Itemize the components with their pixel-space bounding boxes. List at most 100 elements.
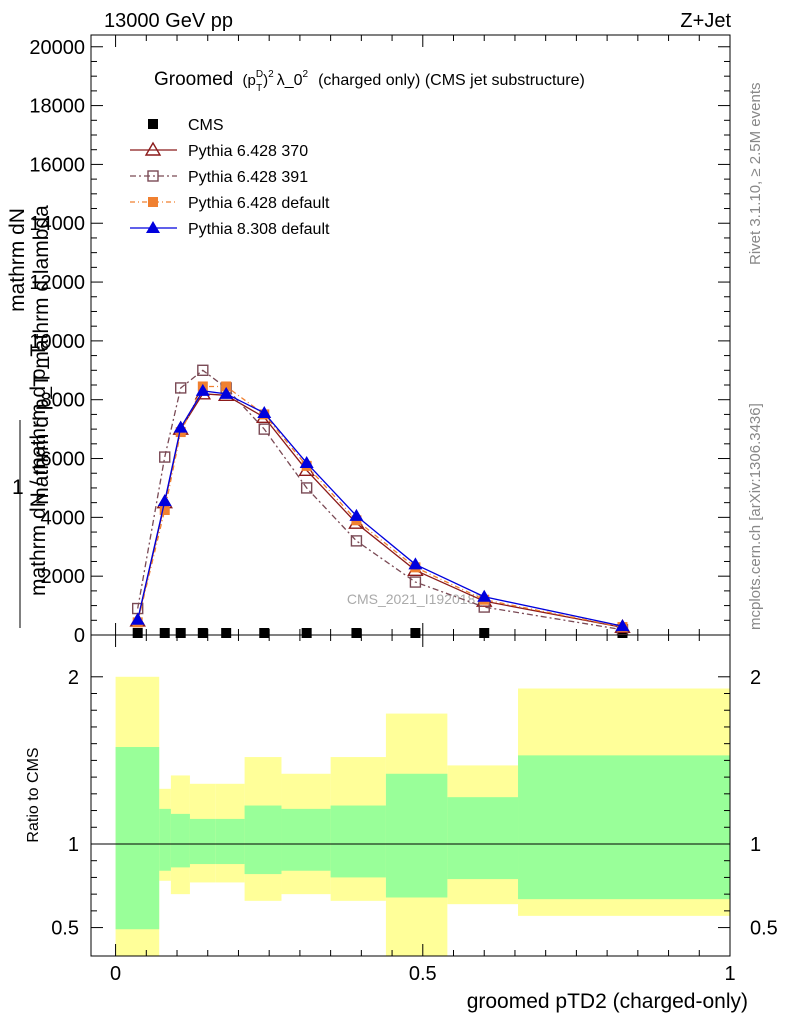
legend-label: Pythia 6.428 default [188,195,330,212]
ratio-ytick-label-right: 2 [750,667,761,689]
legend-item: Pythia 6.428 default [130,195,330,212]
series-point [408,557,423,570]
title-sup-d: D [256,69,263,80]
legend-item: Pythia 8.308 default [130,221,330,238]
ratio-ytick-label: 1 [68,834,79,856]
ratio-band-inner [170,813,190,868]
series-point [615,619,630,632]
legend-marker [144,141,162,156]
ratio-band-inner [244,805,282,875]
rivet-label: Rivet 3.1.10, ≥ 2.5M events [747,83,764,266]
ratio-ticks: 0.5 0.5 1 1 2 2 0 0.5 1 [51,635,778,985]
series-point [132,628,143,638]
ratio-band-inner [447,797,519,880]
header-energy: 13000 GeV pp [104,10,233,32]
ylabel-top: mathrm dN [6,208,29,312]
ratio-band-inner [159,808,171,871]
series-point [350,535,363,547]
series-point [159,628,170,638]
xtick-label: 0.5 [409,963,437,985]
ratio-bands [115,676,730,956]
series-0 [132,628,628,638]
series-point [351,628,362,638]
main-ytick-label: 2000 [41,566,86,588]
title-sub-text: (charged only) (CMS jet substructure) [318,72,585,89]
legend-marker [148,119,158,129]
title-lambda: λ_0 [277,72,303,89]
legend-label: Pythia 8.308 default [188,221,330,238]
series-point [175,382,187,394]
ylabel-mid: mathrm d p_T mathrm d lambda [30,205,53,505]
xaxis-label: groomed pTD2 (charged-only) [467,990,748,1013]
title-ptd-open: (p [242,72,255,89]
title-ptd-close: ) [263,72,268,89]
main-ytick-label: 10000 [29,331,85,353]
title-sup-2: 2 [268,69,274,80]
series-point [219,386,234,399]
legend-label: CMS [188,117,224,134]
series-point [349,508,364,521]
series-line [137,369,623,631]
legend-label: Pythia 6.428 391 [188,169,308,186]
main-frame [90,34,731,636]
main-ytick-label: 20000 [29,37,85,59]
series-point [477,589,492,602]
series-point [130,612,145,625]
ylabel-one: 1 [12,476,24,499]
xtick-label: 0 [110,963,121,985]
series-point [221,381,232,392]
ratio-band-inner [189,818,216,865]
main-ytick-label: 0 [74,625,85,647]
main-title: Groomed (pD T)2 λ_02 (charged only) (CMS je… [154,69,585,94]
mcplots-label: mcplots.cern.ch [arXiv:1306.3436] [747,403,764,630]
ratio-ytick-label: 2 [68,667,79,689]
ratio-band-inner [215,818,245,865]
series-point [301,628,312,638]
legend-marker [146,221,160,233]
series-point [195,383,210,396]
title-groomed: Groomed [154,69,233,90]
ratio-ytick-label-right: 1 [750,834,761,856]
ratio-ylabel: Ratio to CMS [25,747,42,842]
series-point [410,628,421,638]
ratio-band-inner [330,805,386,878]
main-panel: CMS_2021_I1920187 0200040006000800010000… [6,34,731,647]
main-ytick-label: 4000 [41,507,86,529]
series-point [173,420,188,433]
series-point [197,364,209,376]
ratio-ytick-label-right: 0.5 [750,918,778,940]
series-point [221,628,232,638]
ratio-band-inner [115,747,160,930]
main-ytick-label: 14000 [29,213,85,235]
legend-item: CMS [148,117,224,134]
legend-item: Pythia 6.428 391 [130,169,308,186]
series-point [175,628,186,638]
legend-marker [148,197,158,207]
main-ytick-label: 8000 [41,390,86,412]
series-point [157,494,172,507]
legend-marker [147,170,159,182]
series-point [300,482,313,494]
series-point [258,423,270,435]
ratio-band-inner [281,808,331,871]
title-sup-2b: 2 [303,69,309,80]
header-process: Z+Jet [680,10,731,32]
legend-label: Pythia 6.428 370 [188,143,308,160]
series-point [159,451,171,463]
legend: CMS Pythia 6.428 370 Pythia 6.428 391 Pythi… [130,117,330,238]
main-ytick-label: 6000 [41,449,86,471]
series-point [197,628,208,638]
title-sub-t: T [256,83,262,94]
ratio-band-inner [518,755,730,900]
series-point [257,405,272,418]
main-series-group [129,364,631,638]
main-ytick-label: 12000 [29,272,85,294]
series-point [259,628,270,638]
ylabel-bottom: mathrm dN / mathrm d p_T [27,344,50,596]
series-4 [130,383,630,632]
ratio-frame [90,634,731,957]
legend-item: Pythia 6.428 370 [130,141,308,160]
main-ytick-label: 18000 [29,96,85,118]
xtick-label: 1 [724,963,735,985]
